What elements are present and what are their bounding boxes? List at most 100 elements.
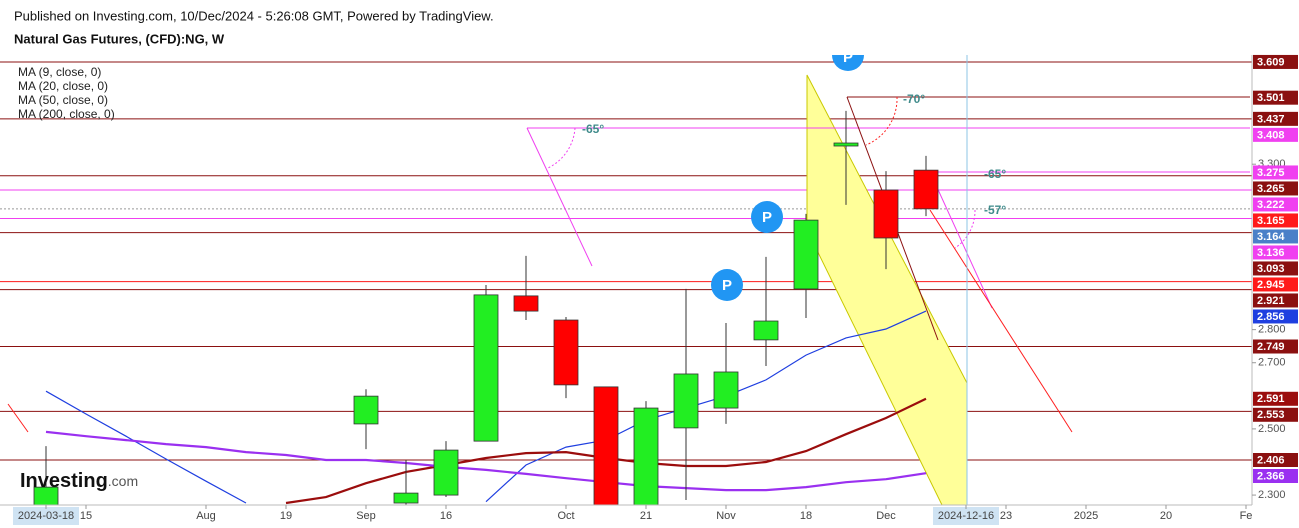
candle-body <box>633 407 659 505</box>
x-label-highlight <box>13 507 79 525</box>
x-tick-label: 21 <box>640 510 652 522</box>
price-tag <box>1253 261 1298 276</box>
price-tag <box>1253 229 1298 244</box>
ma-line <box>45 310 927 504</box>
trend-line <box>929 171 993 309</box>
price-tag-label: 3.408 <box>1257 129 1285 141</box>
x-tick-label: 16 <box>440 510 452 522</box>
y-tick-label: 2.800 <box>1258 324 1286 336</box>
x-tick-label: Nov <box>716 510 736 522</box>
x-tick-label: Fe <box>1240 510 1253 522</box>
price-tag-label: 2.406 <box>1257 454 1285 466</box>
x-tick-label: 23 <box>1000 510 1012 522</box>
candle-body <box>673 373 699 429</box>
candle-body <box>33 486 59 505</box>
x-tick-label: 2024-03-18 <box>18 510 74 522</box>
marker-label: P <box>762 209 772 226</box>
candle-body <box>713 371 739 409</box>
x-tick-label: 2025 <box>1074 510 1098 522</box>
trend-line <box>929 209 1073 433</box>
candle-body <box>913 169 939 210</box>
price-tag <box>1253 245 1298 260</box>
price-tag <box>1253 90 1298 105</box>
published-note: Published on Investing.com, 10/Dec/2024 … <box>14 8 494 23</box>
symbol-title: Natural Gas Futures, (CFD):NG, W <box>14 31 225 46</box>
logo-suffix: .com <box>108 473 138 489</box>
price-tag-label: 2.749 <box>1257 341 1285 353</box>
legend-entry: MA (20, close, 0) <box>18 79 108 93</box>
price-tag <box>1253 54 1298 69</box>
price-tag-label: 3.164 <box>1257 231 1285 243</box>
candle-body <box>353 395 379 425</box>
x-tick-label: 15 <box>80 510 92 522</box>
angle-label: -70° <box>903 92 925 106</box>
candle-body <box>513 295 539 312</box>
x-tick-label: 19 <box>280 510 292 522</box>
price-tag-label: 3.501 <box>1257 92 1285 104</box>
x-label-highlight <box>933 507 999 525</box>
candle-body <box>833 142 859 147</box>
angle-label: -57° <box>984 203 1006 217</box>
trend-line <box>7 403 29 433</box>
marker <box>832 55 864 71</box>
candle-body <box>433 449 459 496</box>
x-tick-label: Oct <box>557 510 574 522</box>
price-tag <box>1253 165 1298 180</box>
price-tag-label: 2.591 <box>1257 393 1285 405</box>
candle-body <box>793 219 819 290</box>
price-tag-label: 2.856 <box>1257 311 1285 323</box>
marker <box>751 201 783 233</box>
x-tick-label: Sep <box>356 510 376 522</box>
angle-arc <box>547 127 576 169</box>
logo: Investing.com <box>20 470 138 492</box>
price-tag-label: 3.222 <box>1257 199 1285 211</box>
price-tag <box>1253 213 1298 228</box>
marker-label: P <box>843 49 853 66</box>
candle-body <box>753 320 779 341</box>
angle-label: -65° <box>582 122 604 136</box>
levels <box>0 61 1252 461</box>
price-tag-label: 3.437 <box>1257 113 1285 125</box>
x-tick-label: 20 <box>1160 510 1172 522</box>
price-tag-label: 3.165 <box>1257 215 1285 227</box>
legend: MA (9, close, 0)MA (20, close, 0)MA (50,… <box>18 65 115 121</box>
y-tick-label: 2.300 <box>1258 489 1286 501</box>
candle-body <box>393 492 419 504</box>
marker-label: P <box>722 277 732 294</box>
price-tag-label: 2.945 <box>1257 279 1285 291</box>
ma-line <box>45 430 927 492</box>
legend-entry: MA (9, close, 0) <box>18 65 101 79</box>
price-tag <box>1253 181 1298 196</box>
price-tag-label: 3.609 <box>1257 56 1285 68</box>
x-tick-label: 18 <box>800 510 812 522</box>
y-tick-label: 2.500 <box>1258 423 1286 435</box>
angle-label: -65° <box>984 167 1006 181</box>
price-tag-label: 2.921 <box>1257 295 1285 307</box>
price-tag <box>1253 277 1298 292</box>
axes: 2.3002.5002.7002.8003.3003.6093.5013.437… <box>13 54 1298 525</box>
price-tag-label: 3.093 <box>1257 263 1285 275</box>
candle-body <box>593 386 619 505</box>
x-tick-label: Aug <box>196 510 216 522</box>
price-tag <box>1253 309 1298 324</box>
legend-entry: MA (200, close, 0) <box>18 107 115 121</box>
trend-line <box>526 127 593 267</box>
y-tick-label: 2.700 <box>1258 357 1286 369</box>
markers: P P P <box>711 49 864 301</box>
price-tag <box>1253 339 1298 354</box>
price-tag-label: 2.366 <box>1257 470 1285 482</box>
price-tag-label: 3.136 <box>1257 247 1285 259</box>
x-tick-label: Dec <box>876 510 896 522</box>
angle-arc <box>954 209 976 249</box>
price-tag <box>1253 469 1298 483</box>
price-tag <box>1253 197 1298 212</box>
legend-entry: MA (50, close, 0) <box>18 93 108 107</box>
price-tag <box>1253 453 1298 467</box>
price-tag <box>1253 293 1298 308</box>
price-tag-label: 3.275 <box>1257 167 1285 179</box>
series <box>33 110 939 505</box>
price-tag <box>1253 127 1298 142</box>
price-tag-label: 3.265 <box>1257 183 1285 195</box>
